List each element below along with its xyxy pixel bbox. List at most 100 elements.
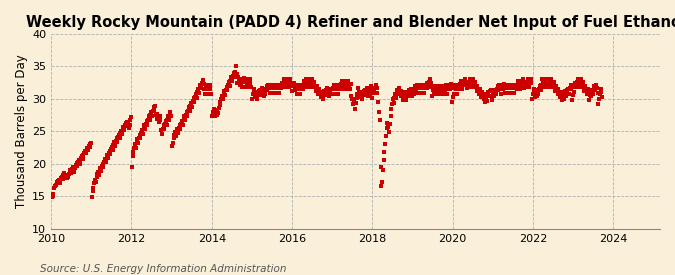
Point (553, 87, 564, 91)
Text: Source: U.S. Energy Information Administration: Source: U.S. Energy Information Administ… (40, 264, 287, 274)
Point (570, 81, 580, 86)
Point (361, 86, 372, 91)
Point (514, 82, 524, 87)
Point (216, 97, 227, 101)
Point (521, 80, 532, 84)
Point (64, 170, 75, 174)
Point (510, 86, 520, 90)
Point (367, 95, 377, 100)
Point (139, 123, 150, 128)
Point (558, 93, 568, 97)
Point (163, 114, 173, 119)
Point (491, 92, 502, 97)
Point (435, 92, 446, 97)
Point (259, 88, 270, 93)
Point (538, 85, 549, 89)
Point (109, 140, 119, 145)
Point (522, 76, 533, 81)
Point (275, 82, 286, 87)
Point (371, 86, 382, 91)
Point (167, 143, 178, 148)
Point (184, 109, 195, 113)
Point (247, 92, 258, 96)
Point (144, 118, 155, 122)
Point (134, 136, 144, 140)
Point (595, 87, 606, 91)
Point (122, 124, 132, 128)
Point (149, 109, 160, 113)
Point (541, 80, 551, 85)
Point (526, 80, 537, 85)
Point (461, 86, 472, 91)
Point (184, 105, 194, 109)
Point (460, 77, 470, 82)
Point (59, 174, 70, 178)
Point (375, 117, 385, 122)
Point (450, 87, 461, 91)
Point (437, 87, 448, 92)
Point (120, 121, 131, 125)
Point (338, 82, 348, 87)
Point (211, 113, 222, 117)
Point (260, 92, 271, 97)
Point (470, 84, 481, 89)
Point (392, 87, 403, 92)
Point (508, 82, 518, 87)
Point (340, 78, 350, 83)
Point (305, 85, 316, 89)
Point (441, 87, 452, 91)
Point (400, 98, 411, 102)
Point (298, 87, 308, 91)
Point (211, 109, 221, 113)
Point (189, 100, 200, 104)
Point (438, 87, 449, 91)
Point (441, 82, 452, 87)
Point (248, 87, 259, 91)
Point (443, 83, 454, 87)
Point (566, 87, 577, 91)
Point (406, 91, 416, 95)
Point (395, 94, 406, 98)
Point (394, 86, 404, 91)
Point (171, 129, 182, 133)
Point (430, 84, 441, 88)
Point (196, 86, 207, 91)
Point (178, 117, 189, 122)
Point (493, 82, 504, 87)
Point (90, 178, 101, 182)
Point (560, 89, 570, 93)
Point (377, 180, 387, 184)
Point (205, 83, 215, 87)
Point (226, 75, 237, 80)
Point (505, 86, 516, 91)
Point (329, 87, 340, 91)
Point (559, 92, 570, 97)
Point (580, 87, 591, 92)
Point (504, 86, 514, 90)
Point (68, 167, 79, 172)
Point (250, 95, 261, 99)
Title: Weekly Rocky Mountain (PADD 4) Refiner and Blender Net Input of Fuel Ethanol: Weekly Rocky Mountain (PADD 4) Refiner a… (26, 15, 675, 30)
Point (391, 96, 402, 100)
Point (113, 132, 124, 137)
Point (91, 175, 102, 179)
Point (304, 76, 315, 81)
Point (274, 86, 285, 90)
Point (209, 110, 219, 114)
Point (497, 87, 508, 91)
Point (282, 76, 293, 81)
Point (565, 83, 576, 87)
Point (501, 86, 512, 90)
Point (223, 83, 234, 87)
Point (597, 95, 608, 99)
Point (190, 92, 201, 96)
Point (299, 78, 310, 83)
Point (539, 80, 550, 84)
Point (585, 89, 596, 94)
Point (223, 80, 234, 84)
Point (195, 82, 206, 87)
Point (349, 101, 360, 106)
Point (347, 97, 358, 101)
Point (569, 84, 580, 89)
Point (273, 91, 284, 95)
